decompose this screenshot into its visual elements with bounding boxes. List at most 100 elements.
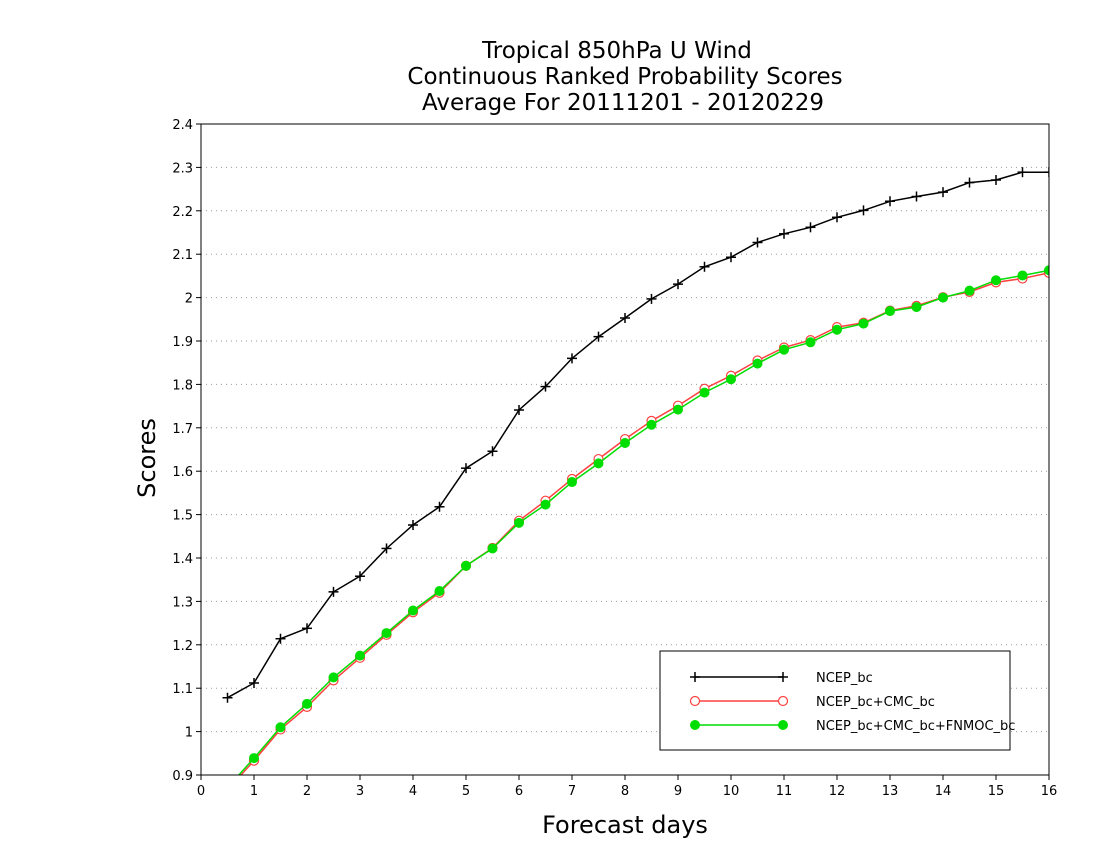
data-point-plus bbox=[832, 212, 842, 223]
x-axis-label: Forecast days bbox=[542, 811, 708, 839]
data-point-plus bbox=[1044, 167, 1049, 178]
x-tick-label: 0 bbox=[197, 784, 205, 799]
data-point-plus bbox=[885, 196, 895, 207]
data-point-filled-circle bbox=[223, 783, 232, 792]
data-point-plus bbox=[673, 279, 683, 290]
y-tick-label: 1.9 bbox=[172, 335, 193, 350]
data-point-filled-circle bbox=[911, 302, 922, 313]
data-point-plus bbox=[646, 293, 657, 304]
data-point-filled-circle bbox=[355, 650, 365, 661]
data-point-plus bbox=[222, 692, 233, 703]
data-point-filled-circle bbox=[964, 285, 975, 296]
x-tick-label: 12 bbox=[829, 784, 846, 799]
legend-label: NCEP_bc bbox=[816, 671, 873, 686]
x-tick-label: 14 bbox=[935, 784, 952, 799]
data-point-filled-circle bbox=[752, 358, 763, 369]
x-tick-label: 11 bbox=[776, 784, 793, 799]
x-tick-label: 7 bbox=[568, 784, 576, 799]
data-point-filled-circle bbox=[858, 318, 869, 329]
series-lines bbox=[222, 167, 1049, 794]
x-tick-label: 4 bbox=[409, 784, 417, 799]
y-tick-label: 2.3 bbox=[172, 161, 193, 176]
data-point-filled-circle bbox=[646, 419, 657, 430]
y-tick-label: 1.2 bbox=[172, 639, 193, 654]
x-tick-label: 1 bbox=[250, 784, 258, 799]
data-point-filled-circle bbox=[938, 292, 948, 303]
data-point-open-circle bbox=[223, 785, 232, 794]
title-line-1: Tropical 850hPa U Wind bbox=[481, 38, 752, 64]
x-tick-label: 6 bbox=[515, 784, 523, 799]
legend: NCEP_bc NCEP_bc+CMC_bc NCEP_bc+CMC_bc+FNMO… bbox=[659, 650, 1015, 751]
x-tick-label: 3 bbox=[356, 784, 364, 799]
x-tick-label: 13 bbox=[882, 784, 899, 799]
data-point-plus bbox=[408, 520, 418, 531]
y-tick-label: 1.3 bbox=[172, 595, 193, 610]
x-tick-label: 2 bbox=[303, 784, 311, 799]
data-point-plus bbox=[1017, 167, 1028, 178]
data-point-plus bbox=[302, 623, 312, 634]
x-tick-label: 5 bbox=[462, 784, 470, 799]
legend-entry-1: NCEP_bc+CMC_bc bbox=[689, 695, 935, 710]
legend-entry-2: NCEP_bc+CMC_bc+FNMOC_bc bbox=[690, 719, 1015, 734]
chart-title: Tropical 850hPa U Wind Continuous Ranked… bbox=[407, 38, 842, 116]
x-tick-label: 15 bbox=[988, 784, 1005, 799]
data-point-filled-circle bbox=[249, 753, 259, 764]
legend-label: NCEP_bc+CMC_bc bbox=[816, 695, 935, 710]
title-line-2: Continuous Ranked Probability Scores bbox=[407, 64, 842, 90]
data-point-filled-circle bbox=[381, 628, 392, 639]
legend-entry-0: NCEP_bc bbox=[690, 671, 873, 686]
data-point-open-circle bbox=[689, 695, 701, 707]
data-point-plus bbox=[593, 331, 604, 342]
data-point-plus bbox=[487, 446, 498, 457]
data-point-plus bbox=[778, 672, 788, 682]
y-tick-label: 2 bbox=[185, 292, 193, 307]
data-point-plus bbox=[858, 205, 869, 216]
data-point-plus bbox=[540, 381, 551, 392]
data-point-plus bbox=[805, 222, 816, 233]
data-point-filled-circle bbox=[514, 517, 524, 528]
data-point-filled-circle bbox=[567, 477, 577, 488]
x-tick-label: 10 bbox=[723, 784, 740, 799]
data-point-filled-circle bbox=[991, 275, 1001, 286]
data-point-filled-circle bbox=[690, 720, 700, 730]
data-point-plus bbox=[964, 177, 975, 188]
data-point-filled-circle bbox=[328, 672, 339, 683]
title-line-3: Average For 20111201 - 20120229 bbox=[422, 90, 824, 116]
data-point-filled-circle bbox=[593, 458, 604, 469]
data-point-filled-circle bbox=[673, 404, 683, 415]
y-tick-label: 1.4 bbox=[172, 552, 193, 567]
y-tick-label: 0.9 bbox=[172, 769, 193, 784]
y-tick-label: 2.4 bbox=[172, 118, 193, 133]
data-point-plus bbox=[328, 586, 339, 597]
y-tick-label: 2.1 bbox=[172, 248, 193, 263]
data-point-plus bbox=[567, 353, 577, 364]
data-point-plus bbox=[911, 191, 922, 202]
y-tick-label: 2.2 bbox=[172, 205, 193, 220]
data-point-filled-circle bbox=[805, 337, 816, 348]
data-point-filled-circle bbox=[699, 387, 710, 398]
series-0 bbox=[222, 167, 1049, 703]
data-point-open-circle bbox=[777, 695, 789, 707]
data-point-filled-circle bbox=[620, 437, 630, 448]
data-point-plus bbox=[752, 237, 763, 248]
y-axis-ticks: 0.9 1 1.1 1.2 1.3 1.4 1.5 1.6 1.7 1.8 1.9 2 2.1 2.2 2.… bbox=[172, 118, 201, 784]
data-point-filled-circle bbox=[779, 344, 789, 355]
data-point-plus bbox=[434, 501, 445, 512]
data-point-plus bbox=[620, 312, 630, 323]
y-tick-label: 1.1 bbox=[172, 682, 193, 697]
data-point-plus bbox=[699, 261, 710, 272]
data-point-filled-circle bbox=[726, 374, 736, 385]
data-point-plus bbox=[991, 174, 1001, 185]
y-tick-label: 1.5 bbox=[172, 509, 193, 524]
data-point-filled-circle bbox=[408, 605, 418, 616]
series-line bbox=[227, 171, 1049, 699]
data-point-filled-circle bbox=[1044, 265, 1049, 276]
data-point-filled-circle bbox=[487, 543, 498, 554]
data-point-filled-circle bbox=[885, 306, 895, 317]
legend-label: NCEP_bc+CMC_bc+FNMOC_bc bbox=[816, 719, 1015, 734]
y-axis-label: Scores bbox=[133, 418, 161, 498]
data-point-plus bbox=[514, 405, 524, 416]
y-tick-label: 1.8 bbox=[172, 378, 193, 393]
data-point-plus bbox=[779, 228, 789, 239]
y-tick-label: 1.6 bbox=[172, 465, 193, 480]
